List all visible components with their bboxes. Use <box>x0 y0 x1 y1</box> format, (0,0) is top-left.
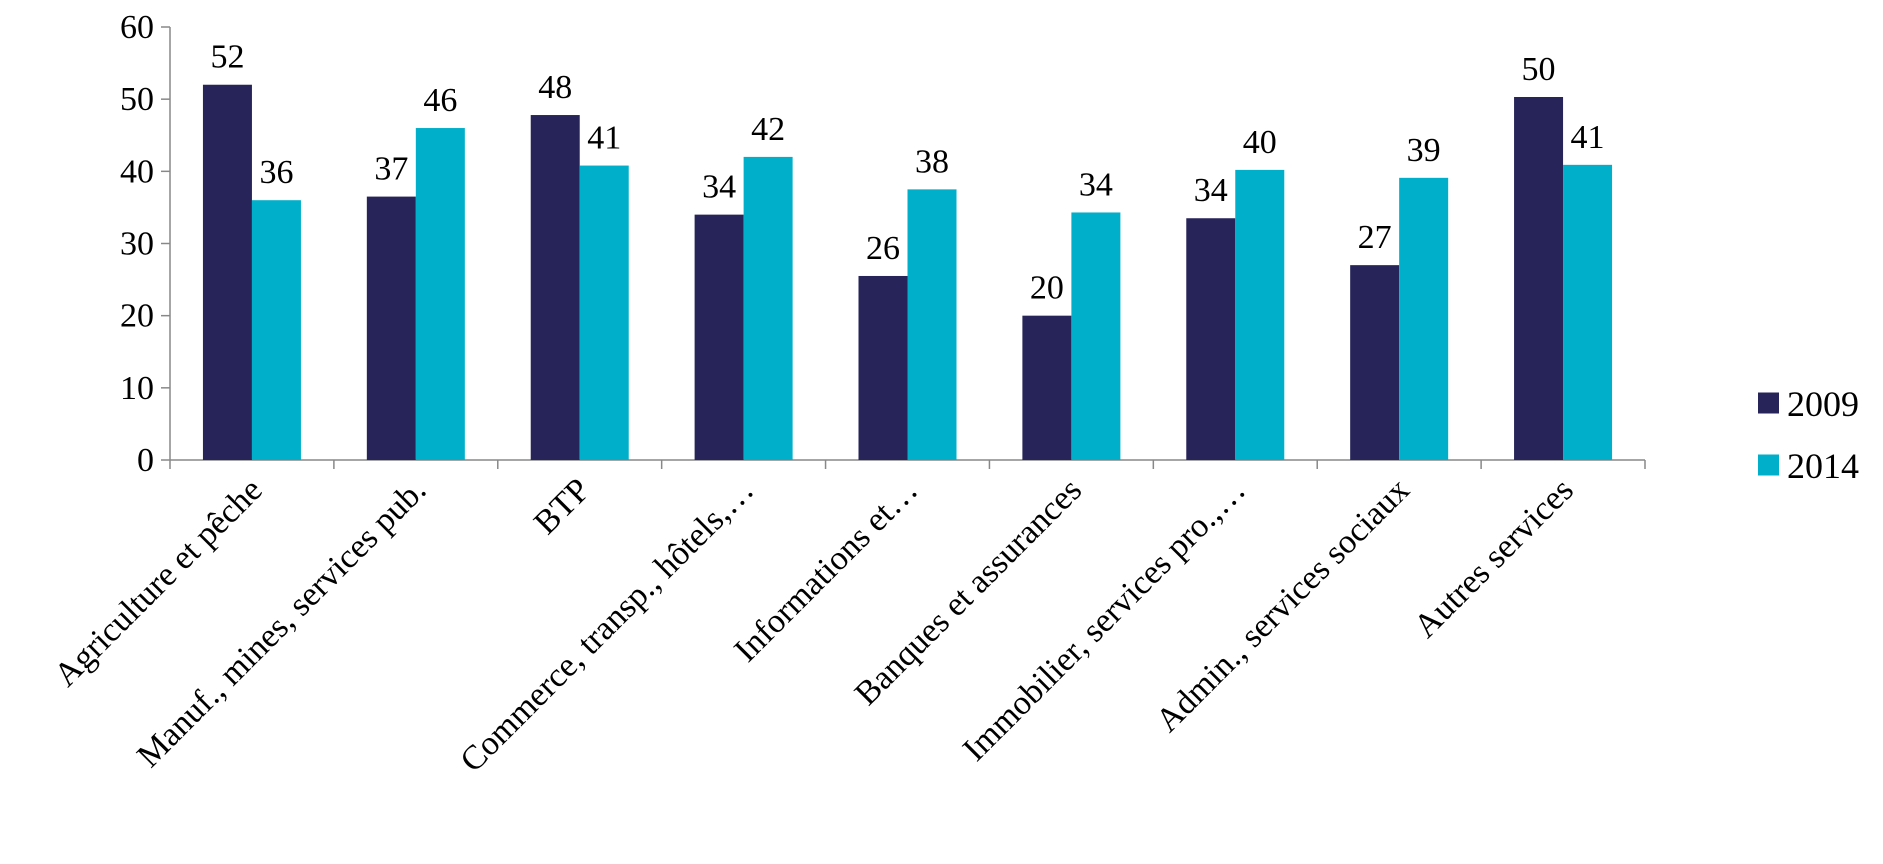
bar-2014-5 <box>1071 212 1121 460</box>
data-label: 26 <box>866 230 900 267</box>
data-label: 20 <box>1030 270 1064 307</box>
bar-2009-0 <box>202 84 252 460</box>
y-tick-label: 10 <box>120 370 154 407</box>
data-label: 50 <box>1522 51 1556 88</box>
x-category-label: Autres services <box>1407 471 1581 645</box>
data-label: 37 <box>374 151 408 188</box>
data-label: 41 <box>587 120 621 157</box>
bar-2009-7 <box>1350 265 1400 460</box>
chart-legend: 2009 2014 <box>1758 384 1859 486</box>
bar-2014-3 <box>743 156 793 460</box>
data-label: 39 <box>1407 132 1441 169</box>
bar-2014-6 <box>1235 169 1285 460</box>
bar-2009-3 <box>694 214 744 460</box>
y-tick-label: 50 <box>120 81 154 118</box>
legend-label-2014: 2014 <box>1787 446 1859 486</box>
bar-2014-1 <box>415 128 465 461</box>
y-tick-label: 30 <box>120 226 154 263</box>
x-category-label: BTP <box>527 471 597 541</box>
y-tick-label: 20 <box>120 298 154 335</box>
bar-2014-7 <box>1399 177 1449 460</box>
data-label: 38 <box>915 143 949 180</box>
data-label: 52 <box>210 39 244 76</box>
data-label: 34 <box>1079 166 1113 203</box>
data-label: 34 <box>702 169 736 206</box>
bar-2009-2 <box>530 115 580 460</box>
bar-2014-8 <box>1563 164 1613 461</box>
data-label: 36 <box>259 154 293 191</box>
chart-bars <box>202 84 1613 461</box>
bar-2009-8 <box>1514 97 1564 461</box>
data-label: 48 <box>538 69 572 106</box>
data-label: 42 <box>751 111 785 148</box>
legend-swatch-2009 <box>1758 392 1779 414</box>
y-tick-label: 60 <box>120 9 154 46</box>
bar-2014-2 <box>579 165 629 460</box>
x-category-label: Immobilier, services pro.,… <box>956 471 1253 768</box>
y-tick-label: 40 <box>120 153 154 190</box>
data-label: 41 <box>1571 119 1605 156</box>
y-tick-label: 0 <box>137 442 154 479</box>
legend-label-2009: 2009 <box>1787 384 1859 424</box>
bar-2014-4 <box>907 189 957 460</box>
bar-2014-0 <box>251 200 301 460</box>
legend-swatch-2014 <box>1758 454 1779 476</box>
x-category-label: Manuf., mines, services pub. <box>130 471 433 774</box>
data-label: 46 <box>423 82 457 119</box>
bar-2009-5 <box>1022 315 1072 460</box>
data-label: 27 <box>1358 219 1392 256</box>
data-label: 40 <box>1243 124 1277 161</box>
bar-2009-4 <box>858 275 908 460</box>
bar-2009-1 <box>366 196 416 460</box>
data-label: 34 <box>1194 172 1228 209</box>
bar-2009-6 <box>1186 218 1236 460</box>
x-category-label: Commerce, transp., hôtels,… <box>453 471 761 779</box>
